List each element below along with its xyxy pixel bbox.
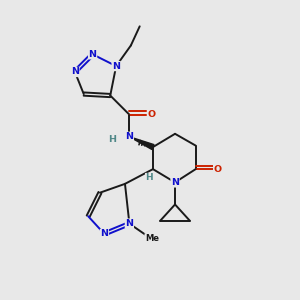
Text: N: N [171, 178, 179, 187]
Text: N: N [100, 230, 108, 238]
Text: O: O [147, 110, 155, 119]
Text: Me: Me [145, 234, 159, 243]
Text: N: N [125, 132, 134, 141]
Text: N: N [88, 50, 97, 59]
Text: N: N [71, 68, 79, 76]
Text: H: H [108, 135, 116, 144]
Text: O: O [214, 165, 222, 174]
Polygon shape [129, 137, 154, 149]
Text: N: N [112, 61, 120, 70]
Text: H: H [146, 173, 153, 182]
Text: N: N [125, 219, 134, 228]
